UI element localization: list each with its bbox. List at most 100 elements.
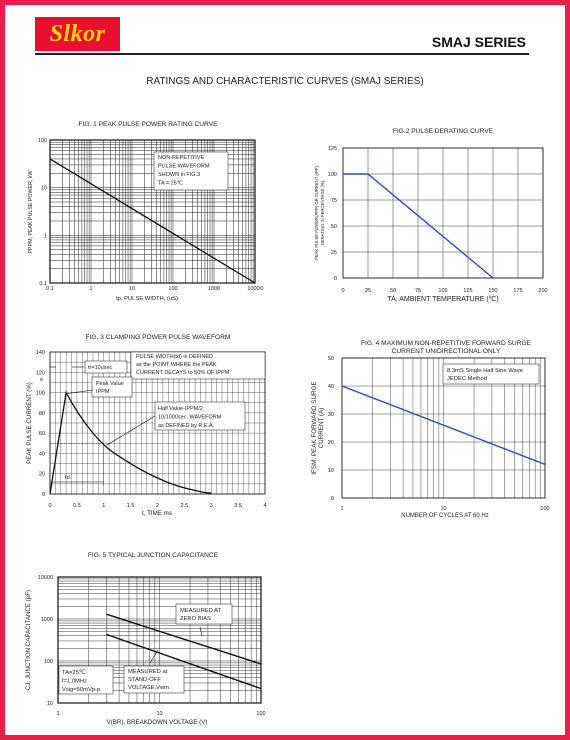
fig1-y-tick-label: 10: [41, 186, 47, 192]
fig1-y-axis-label: PPPM, PEAK PULSE POWER, kW: [28, 170, 34, 253]
fig3-y-tick-label: 40: [39, 451, 45, 457]
fig3-x-tick-label: 3.5: [234, 503, 242, 509]
fig5-conditions-note: f=1.0MHz: [62, 679, 87, 685]
fig3-y-tick-label: 80: [39, 411, 45, 417]
fig2-y-axis-label-line2: DERATING IN PERCENTAGE (%): [320, 180, 325, 245]
fig2-y-tick-label: 125: [328, 146, 337, 152]
fig5-zero-bias-note: MEASURED AT: [180, 608, 222, 614]
fig2-series-line: [343, 173, 494, 279]
fig3-peak-note: IPPM: [96, 389, 110, 395]
fig1-annotation-line: NON-REPETITIVE: [158, 155, 204, 161]
fig4-x-tick-label: 100: [540, 506, 549, 512]
fig2-y-tick-label: 100: [328, 172, 337, 178]
fig1-y-tick-label: 100: [38, 138, 47, 144]
fig3-x-tick-label: 1: [102, 503, 105, 509]
fig3-pulse-width-note: CURRENT DECAYS to 50% OF IPPM: [136, 370, 230, 376]
fig5-title: FIG. 5 TYPICAL JUNCTION CAPACITANCE: [87, 552, 219, 559]
fig3-series-line: [49, 390, 212, 495]
fig1-title: FIG. 1 PEAK PULSE POWER RATING CURVE: [78, 121, 218, 128]
fig5-standoff-pointer: [149, 649, 159, 664]
fig2-y-tick-label: 50: [331, 224, 337, 230]
fig4-y-tick-label: 40: [328, 384, 334, 390]
fig5-conditions-note: Vsig=50mVp-p: [62, 687, 100, 693]
fig2-x-tick-label: 125: [463, 288, 472, 294]
fig1-x-tick-label: 1: [89, 286, 92, 292]
fig5-y-tick-label: 100: [44, 659, 53, 665]
fig4-annotation-line: 8.3mS Single Half Sine Wave: [447, 368, 523, 374]
fig1-plot-area: [49, 139, 256, 284]
page-title: RATINGS AND CHARACTERISTIC CURVES (SMAJ …: [146, 76, 424, 87]
fig5-standoff-note: VOLTAGE,Vwm: [128, 685, 169, 691]
fig3-peak-box: [91, 376, 133, 398]
fig3-tr-label: tr=10usec: [88, 365, 113, 371]
fig4-y-tick-label: 10: [328, 468, 334, 474]
fig3-y-tick-label: 120: [36, 370, 45, 376]
fig5-zero-bias-box: [175, 603, 233, 625]
fig5-x-tick-label: 10: [156, 711, 162, 717]
fig1-x-tick-label: 1000: [208, 286, 220, 292]
fig3-title: FIG. 3 CLAMPING POWER PULSE WAVEFORM: [85, 334, 231, 341]
fig4-x-tick-label: 10: [440, 506, 446, 512]
fig4-title-line1: FIG. 4 MAXIMUM NON-REPETITIVE FORWARD SU…: [361, 340, 531, 347]
fig3-y-tick-label: 0: [42, 492, 45, 498]
fig2-y-tick-label: 25: [331, 250, 337, 256]
fig4-y-tick-label: 20: [328, 440, 334, 446]
fig1-x-tick-label: 0.1: [46, 286, 54, 292]
fig3-pulse-width-note: PULSE WIDTH(td) is DEFINED: [136, 354, 213, 360]
fig3-tr-box: [84, 360, 128, 374]
fig4-y-axis-label-line1: IFSM, PEAK FORWARD SURGE: [311, 381, 318, 474]
fig2-y-tick-label: 0: [334, 276, 337, 282]
fig3-half-note: 10/1000sec, WAVEFORM: [158, 415, 222, 421]
fig3-half-box: [154, 401, 246, 431]
fig1-annotation-line: SHOWN in FIG.3: [158, 172, 200, 178]
fig5-y-tick-label: 10: [47, 701, 53, 707]
fig1-annotation-line: PULSE WAVEFORM: [158, 164, 210, 170]
fig5-standoff-note: MEASURED at: [128, 669, 168, 675]
fig5-standoff-box: [123, 665, 185, 694]
fig5-x-tick-label: 1: [56, 711, 59, 717]
fig1-x-tick-label: 10000: [247, 286, 262, 292]
fig4-y-tick-label: 30: [328, 412, 334, 418]
fig3-peak-note: Peak Value: [96, 381, 124, 387]
fig3-x-tick-label: 2.5: [181, 503, 189, 509]
fig1-annotation-box: [153, 151, 229, 191]
series-title: SMAJ SERIES: [431, 34, 526, 50]
fig3-y-axis-label: PEAK PULSE CURRENT (%): [26, 382, 33, 464]
fig5-plot-area: [57, 576, 262, 704]
fig3-y-tick-label: 60: [39, 431, 45, 437]
fig2-plot-area: [342, 147, 544, 279]
fig5-x-axis-label: V(BR), BREAKDOWN VOLTAGE (V): [107, 719, 208, 726]
fig3-td-label: td: [65, 475, 70, 481]
header-rule: [35, 53, 529, 55]
fig5-zero-bias-note: ZERO BIAS: [180, 616, 211, 622]
fig5-y-tick-label: 10000: [38, 575, 53, 581]
fig3-pulse-width-box: [130, 351, 266, 380]
fig2-title: FIG.2 PULSE DERATING CURVE: [392, 128, 494, 135]
fig4-title-line2: CURRENT UNIDIRECTIONAL ONLY: [391, 348, 501, 355]
fig1-x-axis-label: tp, PULSE WIDTH, (uS): [116, 296, 178, 302]
fig3-x-tick-label: 0.5: [73, 503, 81, 509]
fig5-x-tick-label: 100: [256, 711, 265, 717]
fig4-y-axis-label-line2: CURRENT (A): [318, 408, 325, 449]
fig2-x-tick-label: 150: [488, 288, 497, 294]
fig3-x-tick-label: 4: [263, 503, 266, 509]
fig1-y-tick-label: 1: [44, 233, 47, 239]
fig3-x-axis-label: t, TIME ms: [142, 510, 172, 517]
fig4-plot-area: [341, 357, 546, 499]
fig3-half-note: as DEFINED by R.E.A.: [158, 423, 215, 429]
fig4-series-line: [341, 385, 546, 466]
fig1-x-tick-label: 10: [129, 286, 135, 292]
fig5-series-line: [106, 633, 262, 690]
fig3-y-tick-label: 20: [39, 472, 45, 478]
fig4-x-axis-label: NUMBER OF CYCLES AT 60 Hz: [401, 513, 488, 519]
fig3-x-tick-label: 1.5: [127, 503, 135, 509]
fig3-e-label: e: [40, 377, 43, 383]
fig5-series-line: [106, 613, 262, 665]
fig2-x-tick-label: 50: [390, 288, 396, 294]
fig5-conditions-box: [58, 665, 114, 695]
fig4-annotation-line: JEDEC Method: [447, 376, 487, 382]
fig3-y-tick-label: 140: [36, 350, 45, 356]
fig3-y-tick-label: 100: [36, 391, 45, 397]
